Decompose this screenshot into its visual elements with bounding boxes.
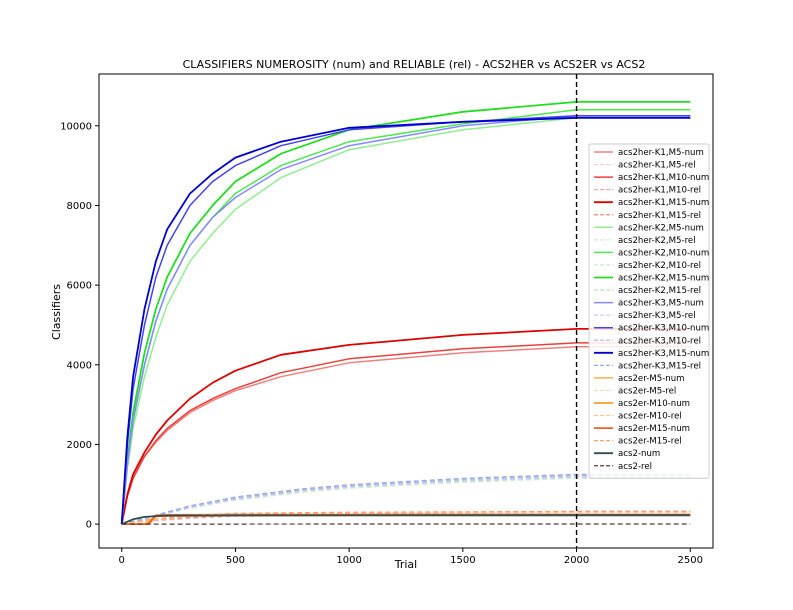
legend-label-4: acs2her-K1,M15-num [618, 198, 709, 208]
x-tick-label-5: 2500 [678, 555, 703, 566]
legend-label-15: acs2her-K3,M10-rel [618, 336, 701, 346]
legend-label-12: acs2her-K3,M5-num [618, 299, 704, 309]
legend-label-2: acs2her-K1,M10-num [618, 173, 709, 183]
legend-label-21: acs2er-M10-rel [618, 412, 682, 422]
legend-label-20: acs2er-M10-num [618, 399, 690, 409]
series-line-23 [121, 510, 691, 525]
series-line-15 [121, 474, 691, 525]
series-line-24 [121, 514, 691, 525]
legend-label-1: acs2her-K1,M5-rel [618, 161, 696, 171]
legend-label-16: acs2her-K3,M15-num [618, 349, 709, 359]
series-line-13 [121, 476, 691, 525]
series-line-2 [120, 342, 691, 525]
legend-box [588, 143, 710, 479]
y-tick-label-0: 0 [86, 520, 92, 531]
series-line-4 [120, 327, 691, 525]
legend-label-22: acs2er-M15-num [618, 424, 690, 434]
legend: acs2her-K1,M5-num acs2her-K1,M5-rel acs2he… [588, 143, 710, 479]
y-axis: 0 2000 4000 6000 8000 10000 [60, 121, 99, 531]
legend-label-18: acs2er-M5-num [618, 374, 685, 384]
series-line-12 [120, 115, 691, 525]
legend-label-11: acs2her-K2,M15-rel [618, 286, 701, 296]
series-line-7 [121, 477, 691, 525]
y-tick-label-5: 10000 [60, 121, 92, 132]
y-tick-label-3: 6000 [67, 281, 92, 292]
legend-label-23: acs2er-M15-rel [618, 437, 682, 447]
series-line-10 [120, 101, 691, 525]
y-tick-label-1: 2000 [67, 440, 92, 451]
x-axis: 0 500 1000 1500 2000 2500 [119, 548, 703, 566]
legend-label-25: acs2-rel [618, 462, 652, 472]
x-axis-label: Trial [394, 558, 417, 571]
legend-label-3: acs2her-K1,M10-rel [618, 186, 701, 196]
x-tick-label-0: 0 [119, 555, 125, 566]
x-tick-label-4: 2000 [564, 555, 589, 566]
plot-frame [98, 73, 714, 549]
series-line-16 [120, 116, 691, 525]
legend-label-14: acs2her-K3,M10-num [618, 324, 709, 334]
legend-label-19: acs2er-M5-rel [618, 386, 676, 396]
y-axis-label: Classifiers [50, 284, 63, 340]
chart-title: CLASSIFIERS NUMEROSITY (num) and RELIABL… [183, 58, 646, 71]
series-line-6 [120, 117, 691, 525]
legend-label-10: acs2her-K2,M15-num [618, 274, 709, 284]
series-line-17 [121, 473, 691, 525]
x-tick-label-3: 1500 [450, 555, 475, 566]
legend-label-6: acs2her-K2,M5-num [618, 223, 704, 233]
y-tick-label-4: 8000 [67, 201, 92, 212]
legend-label-0: acs2her-K1,M5-num [618, 148, 704, 158]
x-tick-label-1: 500 [226, 555, 245, 566]
legend-label-17: acs2her-K3,M15-rel [618, 361, 701, 371]
x-tick-label-2: 1000 [336, 555, 361, 566]
y-tick-label-2: 4000 [67, 360, 92, 371]
legend-label-9: acs2her-K2,M10-rel [618, 261, 701, 271]
legend-label-7: acs2her-K2,M5-rel [618, 236, 696, 246]
legend-label-24: acs2-num [618, 449, 660, 459]
legend-label-13: acs2her-K3,M5-rel [618, 311, 696, 321]
plot-area [120, 74, 691, 548]
legend-label-8: acs2her-K2,M10-num [618, 248, 709, 258]
legend-label-5: acs2her-K1,M15-rel [618, 211, 701, 221]
